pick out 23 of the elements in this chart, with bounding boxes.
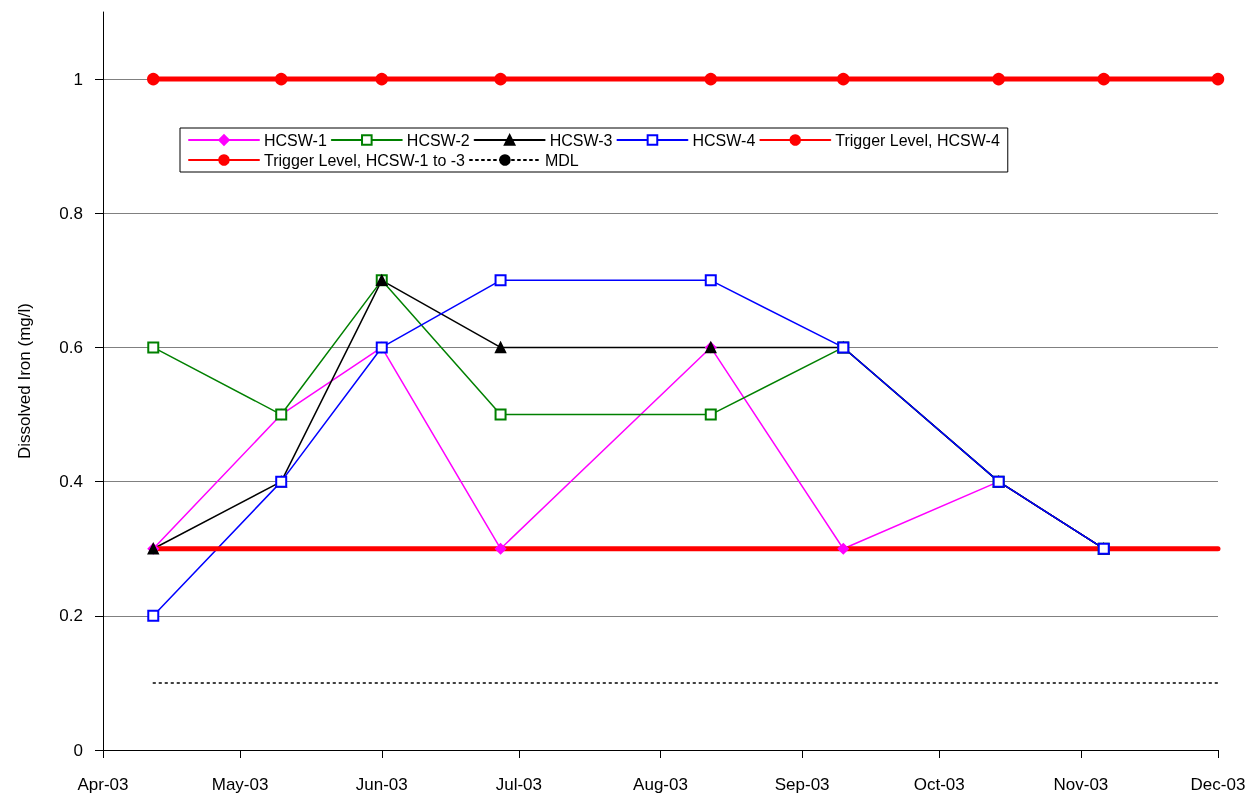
- x-tick-label: Apr-03: [77, 775, 129, 794]
- x-tick-label: Jul-03: [495, 775, 542, 794]
- x-tick-label: Aug-03: [633, 775, 688, 794]
- legend-label: HCSW-1: [264, 131, 327, 149]
- x-tick-label: Dec-03: [1190, 775, 1246, 794]
- x-tick-label: Sep-03: [774, 775, 830, 794]
- y-tick-label: 0.4: [59, 472, 83, 492]
- legend-label: HCSW-3: [549, 131, 613, 149]
- legend-label: HCSW-4: [692, 131, 756, 149]
- y-tick-label: 0.6: [59, 337, 83, 357]
- legend-label: Trigger Level, HCSW-4: [835, 131, 1000, 149]
- y-tick-label: 0.8: [59, 203, 83, 223]
- legend-label: MDL: [544, 151, 579, 169]
- y-tick-label: 0: [73, 740, 83, 760]
- y-tick-label: 0.2: [59, 606, 83, 626]
- y-axis-title: Dissolved Iron (mg/l): [15, 303, 34, 459]
- x-tick-label: Nov-03: [1053, 775, 1109, 794]
- y-tick-label: 1: [73, 69, 83, 89]
- legend-label: HCSW-2: [406, 131, 470, 149]
- x-tick-label: Jun-03: [355, 775, 408, 794]
- x-tick-label: Oct-03: [913, 775, 965, 794]
- x-tick-label: May-03: [211, 775, 269, 794]
- legend-label: Trigger Level, HCSW-1 to -3: [264, 151, 466, 169]
